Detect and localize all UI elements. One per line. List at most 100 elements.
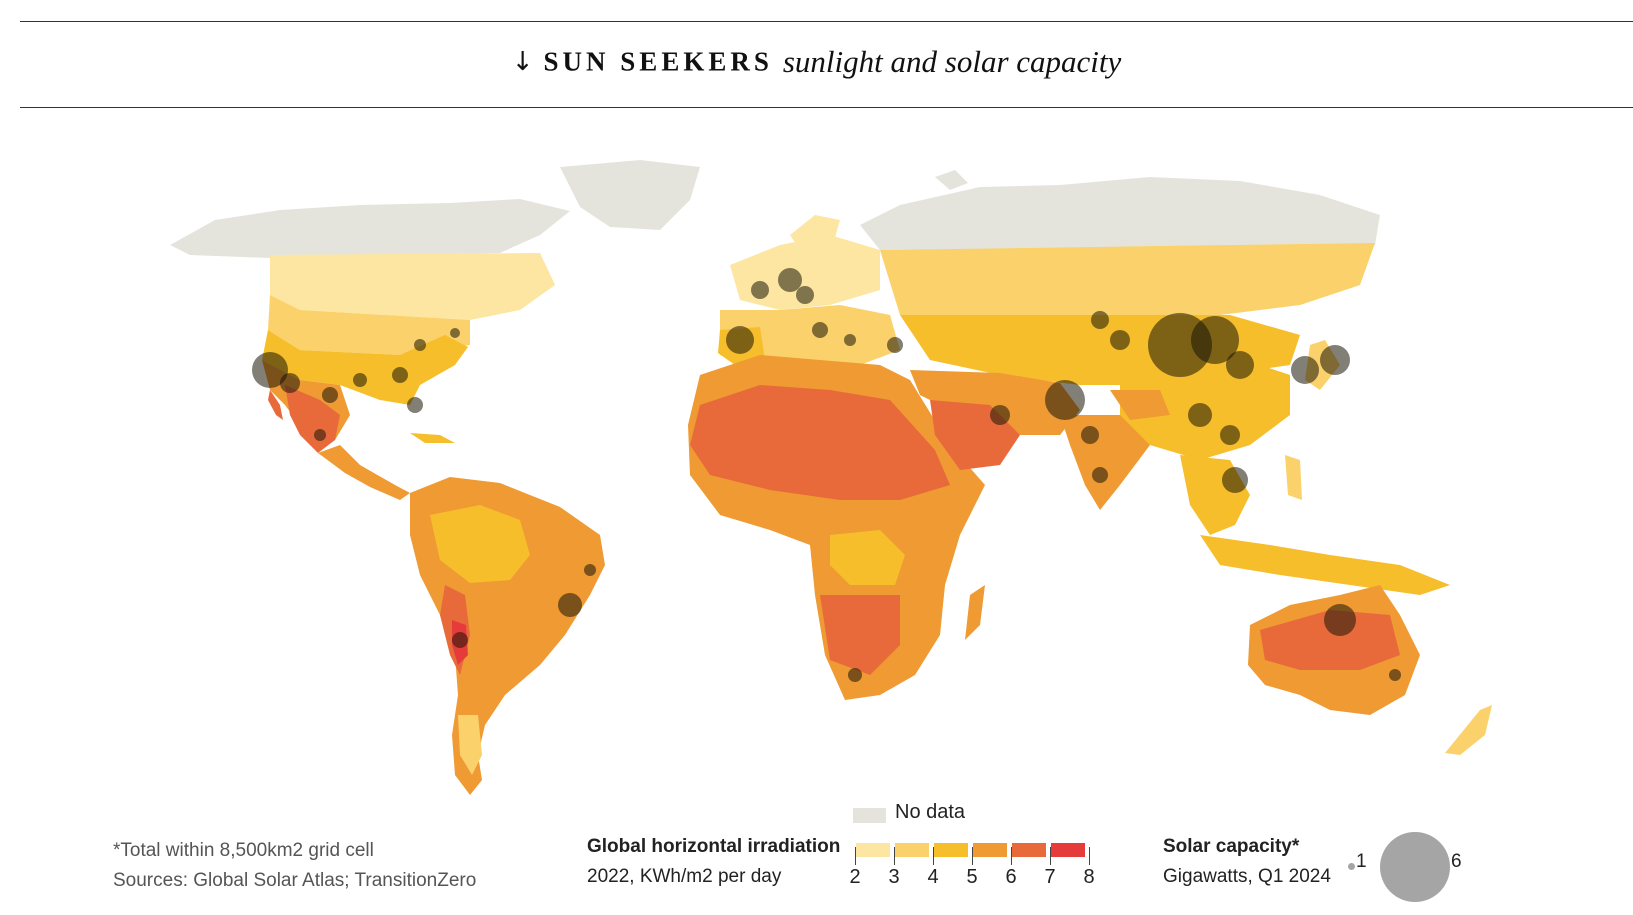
footnote-note: *Total within 8,500km2 grid cell	[113, 840, 374, 861]
capacity-bubble	[1188, 403, 1212, 427]
africa	[688, 355, 985, 700]
na-north-band	[270, 253, 555, 320]
irradiation-tick-label: 4	[927, 866, 939, 888]
capacity-bubble	[392, 367, 408, 383]
down-arrow-icon: ↓	[511, 47, 534, 77]
australia-interior	[1260, 610, 1400, 670]
central-america	[318, 445, 410, 500]
capacity-bubble	[1291, 356, 1319, 384]
irradiation-tick	[1011, 847, 1012, 865]
capacity-bubble	[990, 405, 1010, 425]
irradiation-tick	[1089, 847, 1090, 865]
patagonia	[458, 715, 482, 775]
capacity-bubble	[1110, 330, 1130, 350]
capacity-bubble	[314, 429, 326, 441]
capacity-bubble	[1091, 311, 1109, 329]
headline: ↓ SUN SEEKERS sunlight and solar capacity	[0, 44, 1633, 80]
capacity-bubble	[751, 281, 769, 299]
siberia	[880, 243, 1375, 320]
irradiation-tick	[1050, 847, 1051, 865]
greenland	[560, 160, 700, 230]
congo-basin	[830, 530, 905, 585]
headline-subtitle: sunlight and solar capacity	[782, 44, 1122, 79]
south-america	[410, 477, 605, 795]
irradiation-tick-label: 5	[966, 866, 978, 888]
capacity-max-label: 6	[1451, 851, 1462, 872]
capacity-bubble	[280, 373, 300, 393]
capacity-large-bubble	[1380, 832, 1450, 902]
capacity-legend-title: Solar capacity*	[1163, 836, 1300, 857]
eurasia-arctic	[860, 177, 1380, 250]
scandinavia	[790, 215, 840, 265]
capacity-bubble	[353, 373, 367, 387]
irradiation-tick-label: 6	[1005, 866, 1017, 888]
sahara	[690, 385, 950, 500]
no-data-swatch	[853, 808, 886, 823]
europe-south	[720, 305, 900, 365]
headline-kicker: SUN SEEKERS	[543, 46, 773, 77]
footnote: *Total within 8,500km2 grid cell Sources…	[113, 836, 476, 896]
header-bottom-rule	[20, 107, 1633, 108]
capacity-bubble	[812, 322, 828, 338]
capacity-bubble	[1191, 316, 1239, 364]
mexico	[285, 385, 340, 453]
capacity-bubble	[1324, 604, 1356, 636]
irradiation-tick-label: 2	[849, 866, 861, 888]
irradiation-tick	[972, 847, 973, 865]
irradiation-tick-label: 3	[888, 866, 900, 888]
irradiation-tick	[933, 847, 934, 865]
capacity-min-label: 1	[1356, 851, 1367, 872]
capacity-bubble	[1220, 425, 1240, 445]
asia	[880, 243, 1450, 595]
irradiation-legend-unit: 2022, KWh/m2 per day	[587, 866, 782, 887]
capacity-bubble	[726, 326, 754, 354]
capacity-bubble	[796, 286, 814, 304]
top-rule	[20, 21, 1633, 22]
southeast-asia	[1180, 455, 1250, 535]
indonesia	[1200, 535, 1450, 595]
irradiation-tick	[894, 847, 895, 865]
world-irradiation-map	[170, 160, 1492, 795]
no-data-regions	[170, 160, 1380, 258]
irradiation-tick-label: 8	[1083, 866, 1095, 888]
capacity-bubble	[1045, 380, 1085, 420]
capacity-bubble	[778, 268, 802, 292]
north-america	[262, 253, 555, 500]
irradiation-legend-title: Global horizontal irradiation	[587, 836, 841, 857]
irradiation-swatch	[895, 843, 929, 857]
capacity-bubble	[252, 352, 288, 388]
footnote-sources: Sources: Global Solar Atlas; TransitionZ…	[113, 870, 477, 891]
philippines	[1285, 455, 1302, 500]
capacity-bubble	[414, 339, 426, 351]
capacity-bubble	[1081, 426, 1099, 444]
irradiation-tick	[855, 847, 856, 865]
capacity-bubble	[1320, 345, 1350, 375]
capacity-bubbles	[252, 268, 1401, 682]
capacity-bubble	[322, 387, 338, 403]
no-data-label: No data	[895, 801, 966, 823]
capacity-bubble	[848, 668, 862, 682]
capacity-bubble	[450, 328, 460, 338]
north-america-arctic	[170, 199, 570, 258]
capacity-bubble	[1226, 351, 1254, 379]
capacity-bubble	[584, 564, 596, 576]
capacity-bubble	[844, 334, 856, 346]
capacity-small-bubble	[1348, 863, 1355, 870]
capacity-bubble	[1389, 669, 1401, 681]
southern-africa	[820, 595, 900, 675]
sa-amazon	[430, 505, 530, 583]
madagascar	[965, 585, 985, 640]
capacity-bubble	[1222, 467, 1248, 493]
capacity-legend-unit: Gigawatts, Q1 2024	[1163, 866, 1331, 887]
baja	[268, 390, 283, 420]
irradiation-tick-label: 7	[1044, 866, 1056, 888]
oceania	[1248, 585, 1492, 755]
capacity-bubble	[1092, 467, 1108, 483]
capacity-bubble	[558, 593, 582, 617]
new-zealand	[1445, 705, 1492, 755]
tibet	[1110, 390, 1170, 420]
irradiation-swatch	[856, 843, 890, 857]
cuba	[410, 433, 455, 443]
svalbard	[935, 170, 968, 190]
irradiation-swatch	[1012, 843, 1046, 857]
